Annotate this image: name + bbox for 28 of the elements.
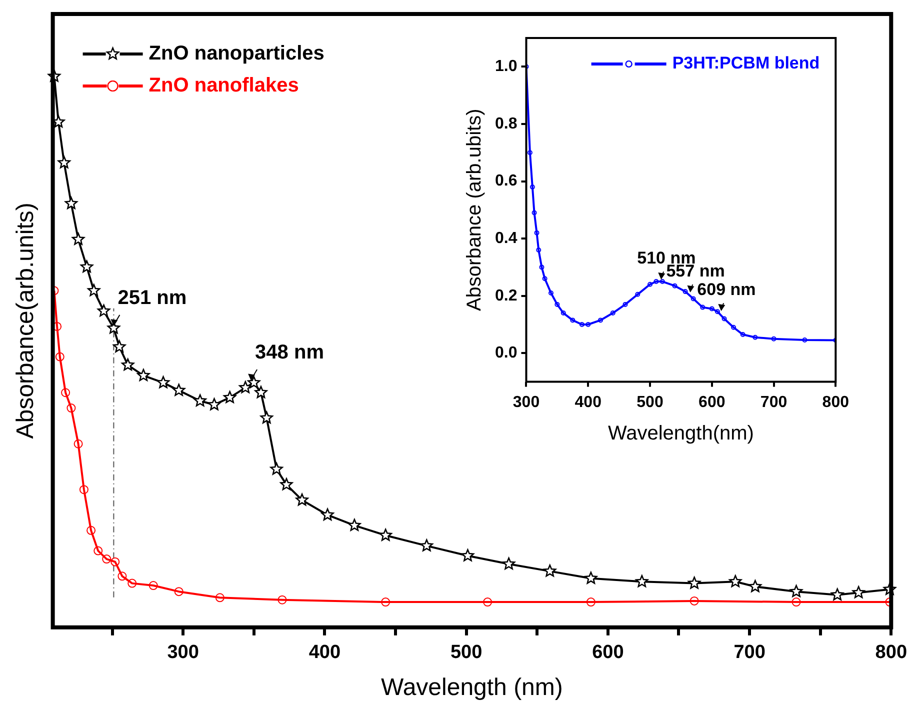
x-tick-label: 800 bbox=[875, 642, 907, 664]
x-tick-label: 700 bbox=[734, 642, 766, 664]
x-tick-label: 400 bbox=[574, 394, 602, 411]
annotation: 348 nm bbox=[255, 342, 324, 364]
y-tick-label: 0.2 bbox=[494, 287, 518, 304]
y-tick-label: 0.0 bbox=[494, 344, 518, 362]
x-tick-label: 500 bbox=[450, 642, 482, 664]
annotation: 251 nm bbox=[118, 287, 187, 310]
y-tick-label: 0.8 bbox=[494, 115, 518, 132]
legend-label: ZnO nanoflakes bbox=[148, 74, 299, 97]
annotation: 609 nm bbox=[697, 280, 756, 300]
x-tick-label: 600 bbox=[592, 642, 624, 664]
legend-label: ZnO nanoparticles bbox=[148, 42, 324, 65]
x-tick-label: 600 bbox=[698, 394, 726, 411]
x-tick-label: 700 bbox=[760, 394, 788, 411]
legend-label: P3HT:PCBM blend bbox=[672, 54, 820, 73]
y-tick-label: 0.6 bbox=[494, 172, 518, 190]
y-tick-label: 1.0 bbox=[494, 58, 518, 76]
x-axis-title: Wavelength(nm) bbox=[608, 422, 754, 445]
y-axis-title: Absorbance(arb.units) bbox=[12, 202, 40, 439]
x-tick-label: 300 bbox=[167, 642, 199, 664]
x-tick-label: 300 bbox=[512, 394, 540, 411]
x-tick-label: 400 bbox=[308, 642, 341, 664]
x-axis-title: Wavelength (nm) bbox=[381, 674, 563, 702]
x-tick-label: 800 bbox=[822, 394, 850, 411]
y-tick-label: 0.4 bbox=[494, 230, 518, 247]
y-axis-title: Absorbance (arb.ubits) bbox=[464, 108, 486, 312]
x-tick-label: 500 bbox=[636, 394, 664, 411]
